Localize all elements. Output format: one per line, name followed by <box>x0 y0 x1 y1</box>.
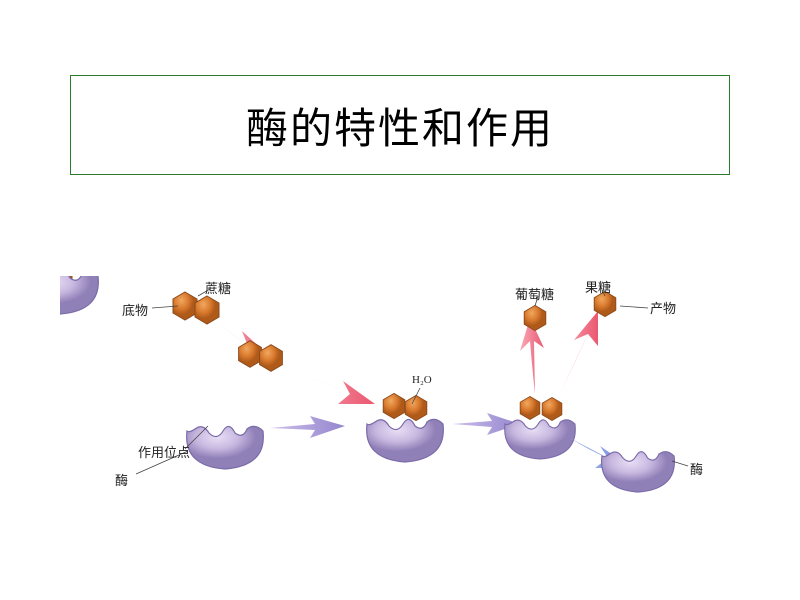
label-product: 产物 <box>650 298 676 317</box>
arrow-glucose-out <box>520 318 544 394</box>
page-title: 酶的特性和作用 <box>246 95 554 156</box>
diagram-svg <box>60 276 740 526</box>
label-active-site: 作用位点 <box>138 442 190 461</box>
arrow-fructose-out <box>560 311 598 394</box>
label-water: H₂O <box>412 374 432 386</box>
enzyme-diagram: 底物 蔗糖 酶 作用位点 H₂O 葡萄糖 果糖 产物 酶 <box>60 276 740 526</box>
label-enzyme-right: 酶 <box>690 459 703 478</box>
enzyme-releasing <box>505 397 576 459</box>
label-glucose: 葡萄糖 <box>515 284 554 303</box>
arrow-enzyme-to-center <box>270 416 345 438</box>
enzyme-empty-right <box>602 452 675 492</box>
label-sucrose: 蔗糖 <box>205 278 231 297</box>
enzyme-empty-left <box>187 426 264 469</box>
label-fructose: 果糖 <box>585 277 611 296</box>
label-substrate: 底物 <box>122 300 148 319</box>
label-enzyme-left: 酶 <box>115 470 128 489</box>
enzyme-substrate-complex <box>367 393 444 462</box>
sucrose-approaching <box>239 341 283 372</box>
title-box: 酶的特性和作用 <box>70 75 730 175</box>
arrow-substrate-to-bound <box>285 366 375 404</box>
